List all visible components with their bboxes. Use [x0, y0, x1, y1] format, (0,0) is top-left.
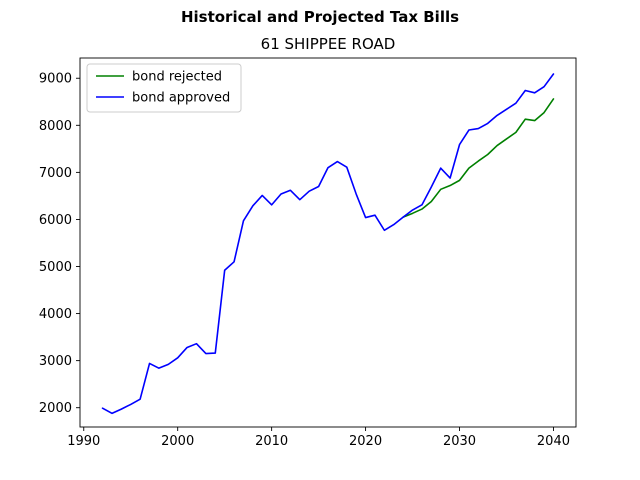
legend-box	[86, 63, 242, 113]
y-tick-label: 8000	[39, 119, 72, 134]
x-tick-label: 2030	[443, 434, 476, 449]
y-tick-label: 4000	[39, 307, 72, 322]
y-tick-label: 9000	[39, 72, 72, 87]
chart-title: Historical and Projected Tax Bills	[181, 8, 459, 26]
x-tick-label: 2010	[255, 434, 288, 449]
series-line-bond-approved	[101, 73, 555, 415]
series-line-bond-rejected	[402, 98, 555, 218]
chart-subtitle: 61 SHIPPEE ROAD	[261, 35, 396, 53]
x-tick-label: 1990	[67, 434, 100, 449]
y-tick-label: 7000	[39, 166, 72, 181]
axes-frame	[79, 57, 577, 428]
legend-label: bond rejected	[132, 70, 222, 85]
x-tick-label: 2040	[537, 434, 570, 449]
y-tick-label: 6000	[39, 213, 72, 228]
y-tick-label: 3000	[39, 354, 72, 369]
x-tick-label: 2020	[349, 434, 382, 449]
plot-area: 1990 2000 2010 2020 2030 2040 2000 3000 4000 5000…	[39, 57, 577, 449]
y-tick-label: 2000	[39, 401, 72, 416]
y-tick-label: 5000	[39, 260, 72, 275]
legend-label: bond approved	[132, 91, 230, 106]
x-tick-label: 2000	[161, 434, 194, 449]
